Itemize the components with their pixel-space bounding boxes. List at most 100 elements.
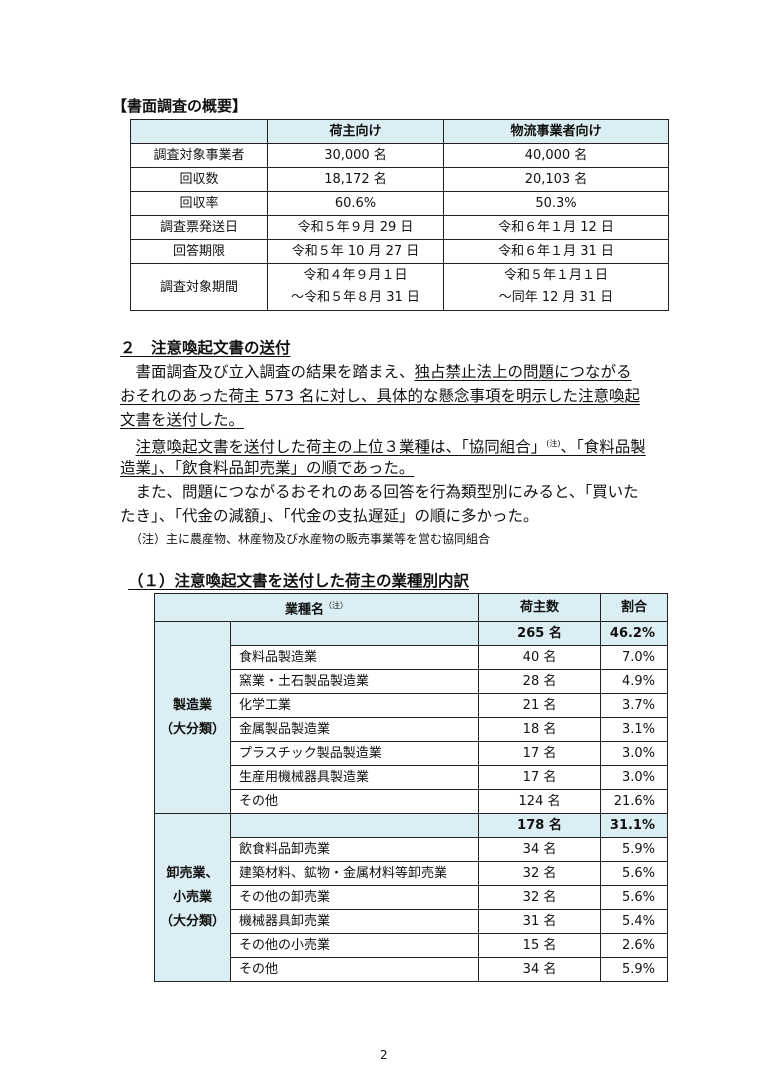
- paragraph-line: 注意喚起文書を送付した荷主の上位３業種は、「協同組合」(注)、「食料品製: [120, 432, 646, 459]
- group-total-count: 178 名: [478, 813, 602, 839]
- period-start: 令和４年９月１日: [303, 268, 408, 283]
- industry-name: プラスチック製品製造業: [229, 741, 480, 767]
- note-mark: (注): [546, 439, 561, 448]
- row-label: 調査票発送日: [130, 215, 268, 240]
- underlined-text: 注意喚起文書を送付した荷主の上位３業種は、「協同組合」(注)、「食料品製: [136, 438, 646, 456]
- group-spacer: [229, 813, 480, 839]
- table-row: 回答期限 令和５年 10 月 27 日令和６年１月 31 日: [130, 239, 669, 264]
- table-header-row: 荷主向け 物流事業者向け: [130, 119, 669, 144]
- ratio: 5.9%: [600, 837, 669, 863]
- shipper-count: 34 名: [478, 837, 602, 863]
- industry-name: その他の卸売業: [229, 885, 480, 911]
- paragraph-line: たき」、「代金の減額」、「代金の支払遅延」の順に多かった。: [120, 507, 539, 525]
- group-spacer: [229, 621, 480, 647]
- text: 書面調査及び立入調査の結果を踏まえ、: [120, 363, 415, 381]
- text: 、「食料品製: [560, 438, 646, 457]
- table-row: 飲食料品卸売業 34 名 5.9%: [155, 837, 669, 863]
- group-total-count: 265 名: [478, 621, 602, 647]
- table-row: その他の小売業 15 名 2.6%: [155, 933, 669, 959]
- shipper-count: 21 名: [478, 693, 602, 719]
- paragraph-line: また、問題につながるおそれのある回答を行為類型別にみると、「買いた: [120, 483, 639, 501]
- table-header-row: 業種名（注） 荷主数 割合: [153, 592, 669, 623]
- table-row: 調査対象事業者 30,000 名 40,000 名: [130, 143, 669, 168]
- table-row: 窯業・土石製品製造業 28 名 4.9%: [155, 669, 669, 695]
- paragraph-line: 文書を送付した。: [120, 411, 245, 429]
- table-row: その他 34 名 5.9%: [155, 957, 669, 983]
- table-row: 調査対象期間 令和４年９月１日 ～令和５年８月 31 日 令和５年１月１日 ～同年 …: [130, 263, 669, 311]
- table-row: 食料品製造業 40 名 7.0%: [155, 645, 669, 671]
- shipper-count: 18 名: [478, 717, 602, 743]
- table-row: 回収率 60.6% 50.3%: [130, 191, 669, 216]
- row-label: 調査対象事業者: [130, 143, 268, 168]
- table-row: 調査票発送日 令和５年９月 29 日令和６年１月 12 日: [130, 215, 669, 240]
- ratio: 21.6%: [600, 789, 669, 815]
- header-ratio: 割合: [600, 592, 669, 623]
- paragraph-line: おそれのあった荷主 573 名に対し、具体的な懸念事項を明示した注意喚起: [120, 387, 640, 405]
- header-count: 荷主数: [478, 592, 602, 623]
- shipper-value: 30,000 名: [267, 143, 444, 168]
- industry-name: 建築材料、鉱物・金属材料等卸売業: [229, 861, 480, 887]
- industry-name: 窯業・土石製品製造業: [229, 669, 480, 695]
- shipper-count: 17 名: [478, 741, 602, 767]
- period-end: ～令和５年８月 31 日: [291, 290, 420, 305]
- shipper-count: 32 名: [478, 885, 602, 911]
- ratio: 3.0%: [600, 741, 669, 767]
- industry-name: その他: [229, 957, 480, 983]
- ratio: 3.1%: [600, 717, 669, 743]
- shipper-count: 28 名: [478, 669, 602, 695]
- logistics-value: 50.3%: [443, 191, 669, 216]
- paragraph-line: 書面調査及び立入調査の結果を踏まえ、独占禁止法上の問題につながる: [120, 360, 632, 384]
- industry-name: 食料品製造業: [229, 645, 480, 671]
- shipper-value: 令和４年９月１日 ～令和５年８月 31 日: [267, 263, 444, 311]
- header-cell: [130, 119, 268, 144]
- industry-name: 化学工業: [229, 693, 480, 719]
- ratio: 5.6%: [600, 885, 669, 911]
- shipper-count: 124 名: [478, 789, 602, 815]
- group-label-line: 小売業: [172, 889, 212, 905]
- group-total-ratio: 31.1%: [600, 813, 669, 839]
- shipper-count: 40 名: [478, 645, 602, 671]
- table-row: 生産用機械器具製造業 17 名 3.0%: [155, 765, 669, 791]
- group-label-line: 製造業: [172, 697, 212, 713]
- ratio: 5.4%: [600, 909, 669, 935]
- group-label-line: 卸売業、: [166, 865, 219, 881]
- group-label: 製造業 （大分類）: [154, 621, 231, 815]
- survey-overview-title: 【書面調査の概要】: [112, 97, 248, 115]
- shipper-value: 令和５年 10 月 27 日: [267, 239, 444, 264]
- group-total-ratio: 46.2%: [600, 621, 669, 647]
- page-number: 2: [380, 1048, 388, 1062]
- logistics-value: 20,103 名: [443, 167, 669, 192]
- shipper-count: 31 名: [478, 909, 602, 935]
- table-row: 金属製品製造業 18 名 3.1%: [155, 717, 669, 743]
- industry-name: その他: [229, 789, 480, 815]
- header-cell: 荷主向け: [267, 119, 444, 144]
- shipper-count: 15 名: [478, 933, 602, 959]
- paragraph-line: 造業」、「飲食料品卸売業」の順であった。: [120, 459, 415, 477]
- group-total-row: 製造業 （大分類） 265 名 46.2%: [154, 621, 669, 815]
- logistics-value: 令和５年１月１日 ～同年 12 月 31 日: [443, 263, 669, 311]
- industry-name: 生産用機械器具製造業: [229, 765, 480, 791]
- table-row: プラスチック製品製造業 17 名 3.0%: [155, 741, 669, 767]
- text: 業種名: [285, 602, 325, 618]
- shipper-count: 34 名: [478, 957, 602, 983]
- text: 注意喚起文書を送付した荷主の上位３業種は、「協同組合」: [135, 438, 547, 457]
- ratio: 4.9%: [600, 669, 669, 695]
- survey-overview-table: 荷主向け 物流事業者向け 調査対象事業者 30,000 名 40,000 名 回収数…: [130, 119, 669, 311]
- ratio: 2.6%: [600, 933, 669, 959]
- shipper-value: 60.6%: [267, 191, 444, 216]
- table-row: 建築材料、鉱物・金属材料等卸売業 32 名 5.6%: [155, 861, 669, 887]
- period-end: ～同年 12 月 31 日: [498, 290, 614, 305]
- table-row: 化学工業 21 名 3.7%: [155, 693, 669, 719]
- industry-name: その他の小売業: [229, 933, 480, 959]
- industry-name: 機械器具卸売業: [229, 909, 480, 935]
- logistics-value: 40,000 名: [443, 143, 669, 168]
- group-label-line: （大分類）: [159, 913, 225, 929]
- table-row: その他 124 名 21.6%: [155, 789, 669, 815]
- row-label: 調査対象期間: [130, 263, 268, 311]
- header-industry: 業種名（注）: [153, 592, 480, 623]
- row-label: 回収数: [130, 167, 268, 192]
- shipper-count: 17 名: [478, 765, 602, 791]
- footnote: （注）主に農産物、林産物及び水産物の販売事業等を営む協同組合: [130, 532, 491, 546]
- table-row: 回収数 18,172 名 20,103 名: [130, 167, 669, 192]
- shipper-value: 令和５年９月 29 日: [267, 215, 444, 240]
